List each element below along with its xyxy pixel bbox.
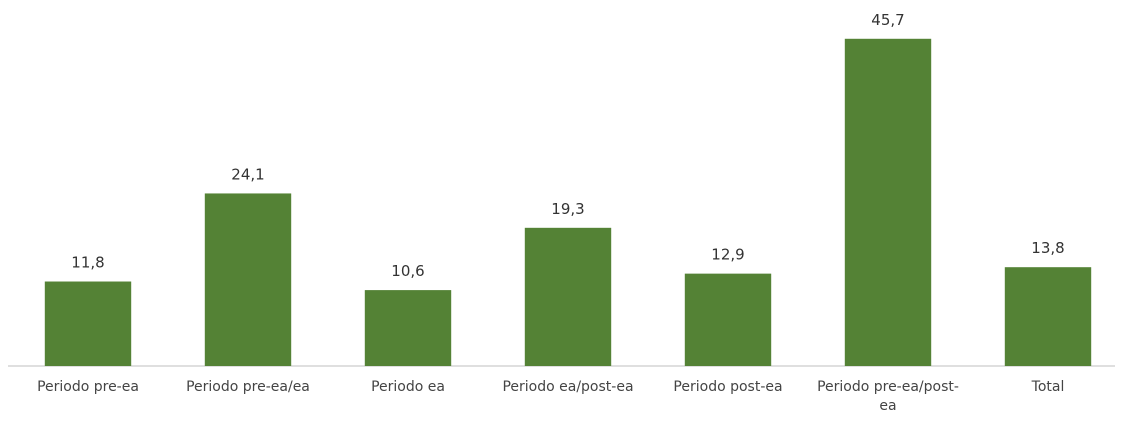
x-tick-label: Periodo pre-ea/post-ea: [817, 379, 959, 414]
data-label: 24,1: [231, 165, 264, 183]
data-label: 12,9: [711, 246, 744, 264]
x-tick-label: Total: [1031, 379, 1065, 395]
x-tick-label: Periodo pre-ea/ea: [186, 379, 310, 395]
bar: [844, 38, 932, 367]
bar: [364, 290, 452, 366]
bar: [1004, 267, 1092, 366]
x-tick-label: Periodo ea/post-ea: [502, 379, 634, 395]
x-tick-label: Periodo ea: [371, 379, 445, 395]
bar: [204, 193, 292, 366]
data-label: 19,3: [551, 200, 584, 218]
x-tick-label: Periodo pre-ea: [37, 379, 139, 395]
bar: [524, 227, 612, 366]
x-tick-label: Periodo post-ea: [673, 379, 783, 395]
data-label: 10,6: [391, 262, 424, 280]
bar: [684, 273, 772, 366]
bar: [44, 281, 132, 366]
data-label: 45,7: [871, 11, 904, 29]
data-label: 11,8: [71, 254, 104, 272]
data-label: 13,8: [1031, 239, 1064, 257]
